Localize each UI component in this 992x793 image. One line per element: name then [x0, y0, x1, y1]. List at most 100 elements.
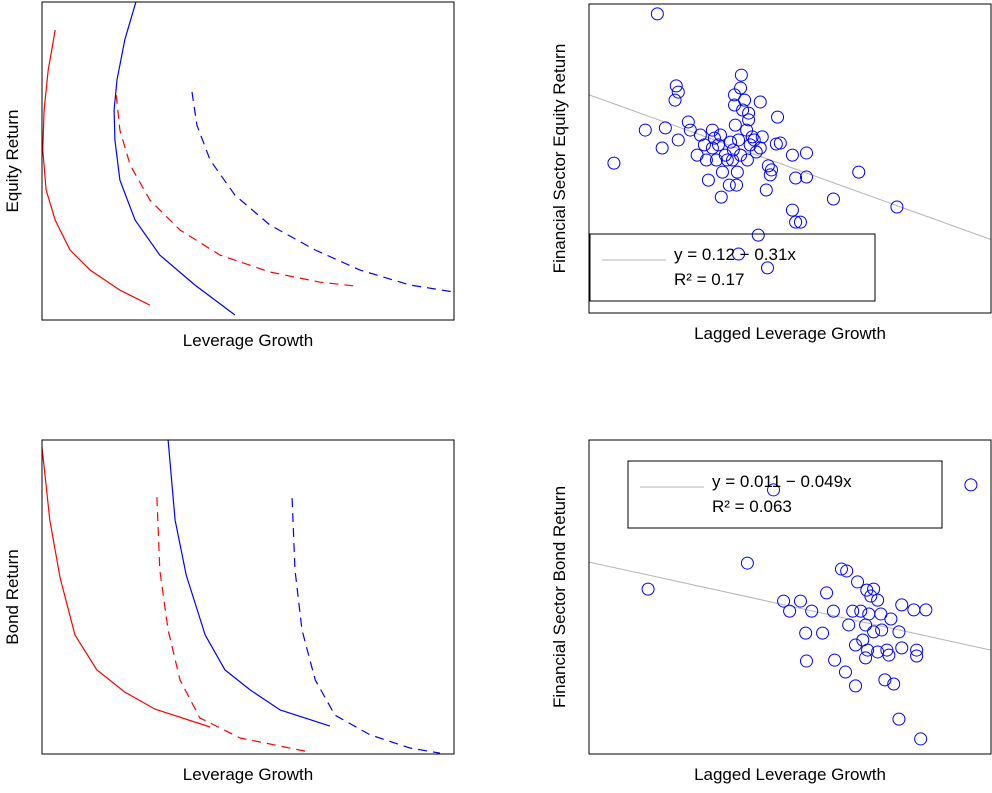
point	[763, 168, 777, 182]
point	[849, 638, 863, 652]
point	[907, 603, 921, 617]
axes-frame	[41, 1, 455, 321]
point	[641, 582, 655, 596]
curve	[113, 2, 236, 316]
point	[895, 641, 909, 655]
point	[767, 483, 781, 497]
point	[650, 7, 664, 21]
point	[875, 623, 889, 637]
point	[711, 138, 725, 152]
point	[828, 653, 842, 667]
point	[671, 133, 685, 147]
point	[842, 618, 856, 632]
axes-frame	[588, 3, 992, 314]
legend-text: R² = 0.17	[674, 270, 744, 289]
point	[745, 130, 759, 144]
point	[751, 228, 765, 242]
point	[816, 626, 830, 640]
y-axis-label: Bond Return	[3, 549, 22, 644]
point	[884, 612, 898, 626]
y-axis-label: Financial Sector Equity Return	[550, 44, 569, 274]
point	[820, 586, 834, 600]
point	[799, 626, 813, 640]
point	[854, 604, 868, 618]
plot-area	[42, 440, 441, 754]
plot-area	[589, 7, 991, 275]
legend-box	[589, 233, 876, 302]
point	[871, 593, 885, 607]
point	[759, 183, 773, 197]
point	[834, 562, 848, 576]
point	[734, 81, 748, 95]
point	[714, 190, 728, 204]
point	[765, 163, 779, 177]
point	[964, 478, 978, 492]
point	[707, 131, 721, 145]
point	[840, 564, 854, 578]
x-axis-label: Lagged Leverage Growth	[694, 765, 886, 784]
legend-text: y = 0.12 − 0.31x	[674, 245, 796, 264]
point	[859, 618, 873, 632]
legend-text: R² = 0.063	[712, 497, 792, 516]
point	[890, 200, 904, 214]
legend-text: y = 0.011 − 0.049x	[712, 472, 852, 491]
point	[740, 153, 754, 167]
point	[701, 173, 715, 187]
point	[730, 165, 744, 179]
point	[738, 93, 752, 107]
point	[785, 203, 799, 217]
point	[730, 178, 744, 192]
point	[724, 135, 738, 149]
point	[705, 123, 719, 137]
point	[705, 141, 719, 155]
point	[699, 153, 713, 167]
plot-area	[42, 2, 454, 316]
axes-frame	[41, 439, 455, 755]
point	[668, 93, 682, 107]
point	[895, 598, 909, 612]
point	[838, 665, 852, 679]
point	[755, 130, 769, 144]
point	[785, 148, 799, 162]
point	[861, 643, 875, 657]
point	[852, 165, 866, 179]
point	[777, 594, 791, 608]
point	[728, 118, 742, 132]
fit-line	[589, 94, 991, 240]
point	[789, 171, 803, 185]
curve	[191, 91, 454, 293]
point	[769, 137, 783, 151]
point	[914, 732, 928, 746]
point	[887, 677, 901, 691]
legend-box	[627, 460, 943, 529]
point	[732, 133, 746, 147]
curve	[115, 94, 356, 287]
point	[726, 153, 740, 167]
point	[658, 121, 672, 135]
point	[826, 604, 840, 618]
point	[910, 643, 924, 657]
point	[859, 651, 873, 665]
curve	[156, 497, 310, 753]
point	[742, 113, 756, 127]
point	[715, 165, 729, 179]
point	[862, 607, 876, 621]
point	[720, 153, 734, 167]
point	[771, 110, 785, 124]
point	[867, 625, 881, 639]
point	[681, 115, 695, 129]
point	[655, 141, 669, 155]
point	[878, 673, 892, 687]
point	[761, 159, 775, 173]
curve	[42, 446, 211, 728]
point	[713, 128, 727, 142]
point	[734, 68, 748, 82]
point	[846, 604, 860, 618]
point	[892, 625, 906, 639]
axes-frame	[588, 439, 992, 755]
fit-line	[589, 561, 991, 651]
point	[799, 654, 813, 668]
point	[607, 156, 621, 170]
